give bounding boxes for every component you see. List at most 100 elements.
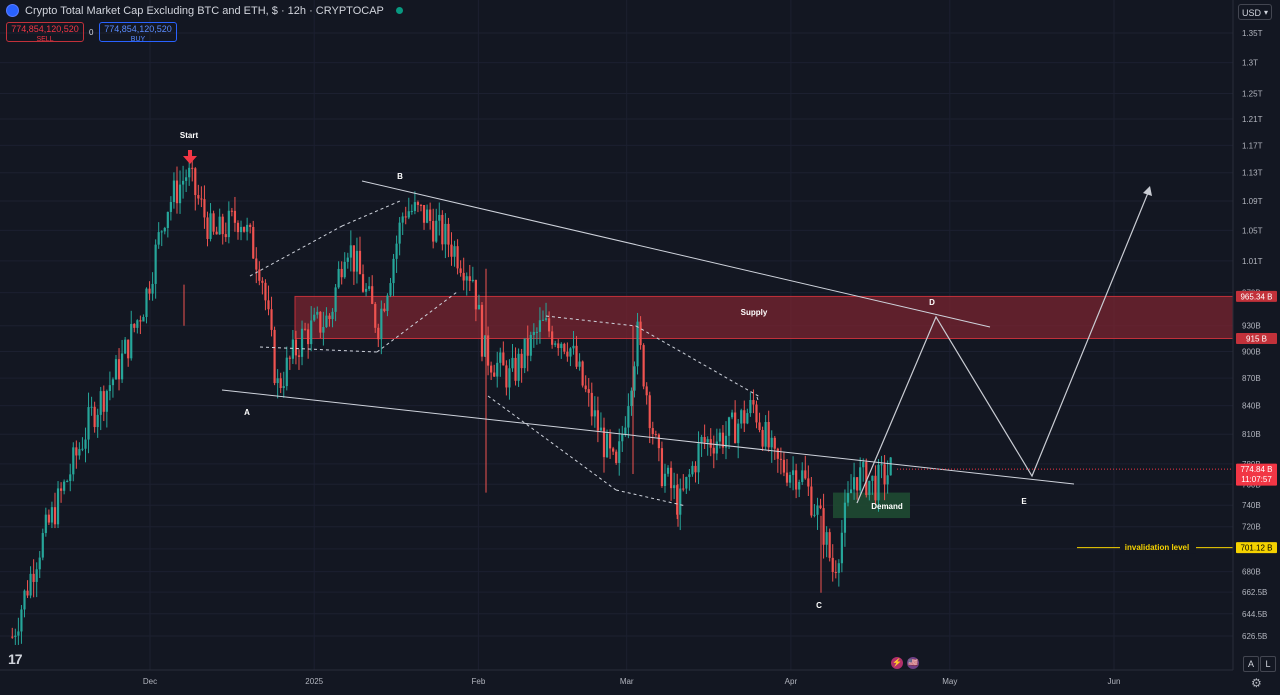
candle-body <box>493 372 496 377</box>
candle-body <box>331 311 334 320</box>
candle-body <box>642 345 645 387</box>
candle-body <box>169 202 172 212</box>
candle-body <box>124 339 127 354</box>
candle-body <box>215 231 218 235</box>
candle-body <box>75 447 78 456</box>
candle-body <box>352 245 355 272</box>
candle-body <box>703 436 706 443</box>
candle-body <box>346 257 349 262</box>
candle-body <box>557 343 560 349</box>
candle-body <box>685 477 688 489</box>
candle-body <box>261 280 264 283</box>
candle-body <box>316 311 319 315</box>
currency-label: USD <box>1242 8 1262 18</box>
candle-body <box>270 309 273 330</box>
buy-button[interactable]: 774,854,120,520 BUY <box>99 22 177 43</box>
candle-body <box>755 404 758 423</box>
candle-body <box>547 318 551 332</box>
price-axis-label <box>1236 463 1277 486</box>
candle-body <box>520 353 523 369</box>
candle-body <box>581 361 584 386</box>
candle-body <box>130 323 133 359</box>
candle-body <box>697 443 700 473</box>
candle-body <box>328 315 331 320</box>
candle-body <box>673 485 676 489</box>
price-axis-label <box>1236 332 1277 344</box>
candle-body <box>252 226 255 259</box>
candle-body <box>676 485 679 515</box>
candle-body <box>862 462 865 468</box>
candle-body <box>142 317 145 322</box>
candle-body <box>160 231 163 233</box>
candle-body <box>633 366 636 391</box>
candle-body <box>865 462 868 496</box>
candle-body <box>764 422 767 447</box>
price-axis-label <box>1236 542 1277 554</box>
candle-body <box>596 410 599 431</box>
candle-body <box>435 220 438 242</box>
candle-body <box>846 493 850 503</box>
candle-body <box>694 465 697 473</box>
candle-body <box>874 475 877 501</box>
candle-body <box>813 514 816 516</box>
candle-body <box>224 234 227 238</box>
event-flash-icon[interactable]: ⚡ <box>891 657 903 669</box>
price-axis: 1.35T 1.3T 1.25T 1.21T 1.17T 1.13T 1.09T 1.05T 1… <box>1232 0 1280 695</box>
candle-body <box>236 222 240 233</box>
currency-select[interactable]: USD ▾ <box>1238 4 1272 20</box>
candle-body <box>868 480 871 496</box>
candle-body <box>584 385 587 390</box>
x-tick-label: Mar <box>620 677 634 686</box>
symbol-title[interactable]: Crypto Total Market Cap Excluding BTC an… <box>25 4 384 17</box>
sell-button[interactable]: 774,854,120,520 SELL <box>6 22 84 43</box>
candle-body <box>602 427 606 458</box>
start-arrow-head-icon <box>183 156 197 164</box>
y-tick-label: 930B <box>1242 322 1261 331</box>
candle-body <box>831 557 834 572</box>
candle-body <box>20 609 23 632</box>
price-axis-label-text: 774.84 B <box>1240 465 1272 474</box>
tradingview-logo-icon[interactable]: 17 <box>8 651 23 667</box>
grid <box>0 0 1233 670</box>
log-scale-button[interactable]: L <box>1260 656 1276 672</box>
x-tick-label: Jun <box>1108 677 1121 686</box>
candle-body <box>255 258 258 270</box>
candle-body <box>105 390 108 412</box>
y-tick-label: 1.01T <box>1242 257 1263 266</box>
candle-body <box>496 362 499 377</box>
candle-body <box>834 571 837 573</box>
candle-body <box>682 488 685 490</box>
annotation-label: B <box>397 172 403 181</box>
candle-body <box>767 422 770 448</box>
candle-body <box>218 216 221 235</box>
gear-icon[interactable]: ⚙ <box>1251 676 1262 690</box>
candle-body <box>490 365 493 373</box>
candle-body <box>761 430 764 447</box>
y-tick-label: 870B <box>1242 374 1261 383</box>
candle-body <box>66 480 69 482</box>
candle-body <box>81 448 84 450</box>
candle-body <box>624 427 627 435</box>
candle-body <box>474 279 477 310</box>
price-axis-label-text: 965.34 B <box>1240 292 1272 301</box>
candle-body <box>416 202 420 205</box>
candle-body <box>425 209 429 223</box>
event-us-flag-icon[interactable]: 🇺🇸 <box>907 657 919 669</box>
candle-body <box>163 227 166 232</box>
candle-body <box>26 590 29 596</box>
cryptocap-logo-icon <box>6 4 19 17</box>
candle-body <box>480 304 484 357</box>
candle-body <box>880 464 883 466</box>
candle-body <box>383 308 386 311</box>
candle-body <box>395 243 398 259</box>
candle-body <box>355 250 359 272</box>
price-axis-label <box>1236 290 1277 302</box>
candle-body <box>23 590 26 610</box>
candle-body <box>441 214 444 245</box>
candle-body <box>615 451 618 463</box>
y-tick-label: 1.09T <box>1242 197 1263 206</box>
candle-body <box>822 508 825 545</box>
auto-scale-button[interactable]: A <box>1243 656 1259 672</box>
candle-body <box>502 352 505 366</box>
